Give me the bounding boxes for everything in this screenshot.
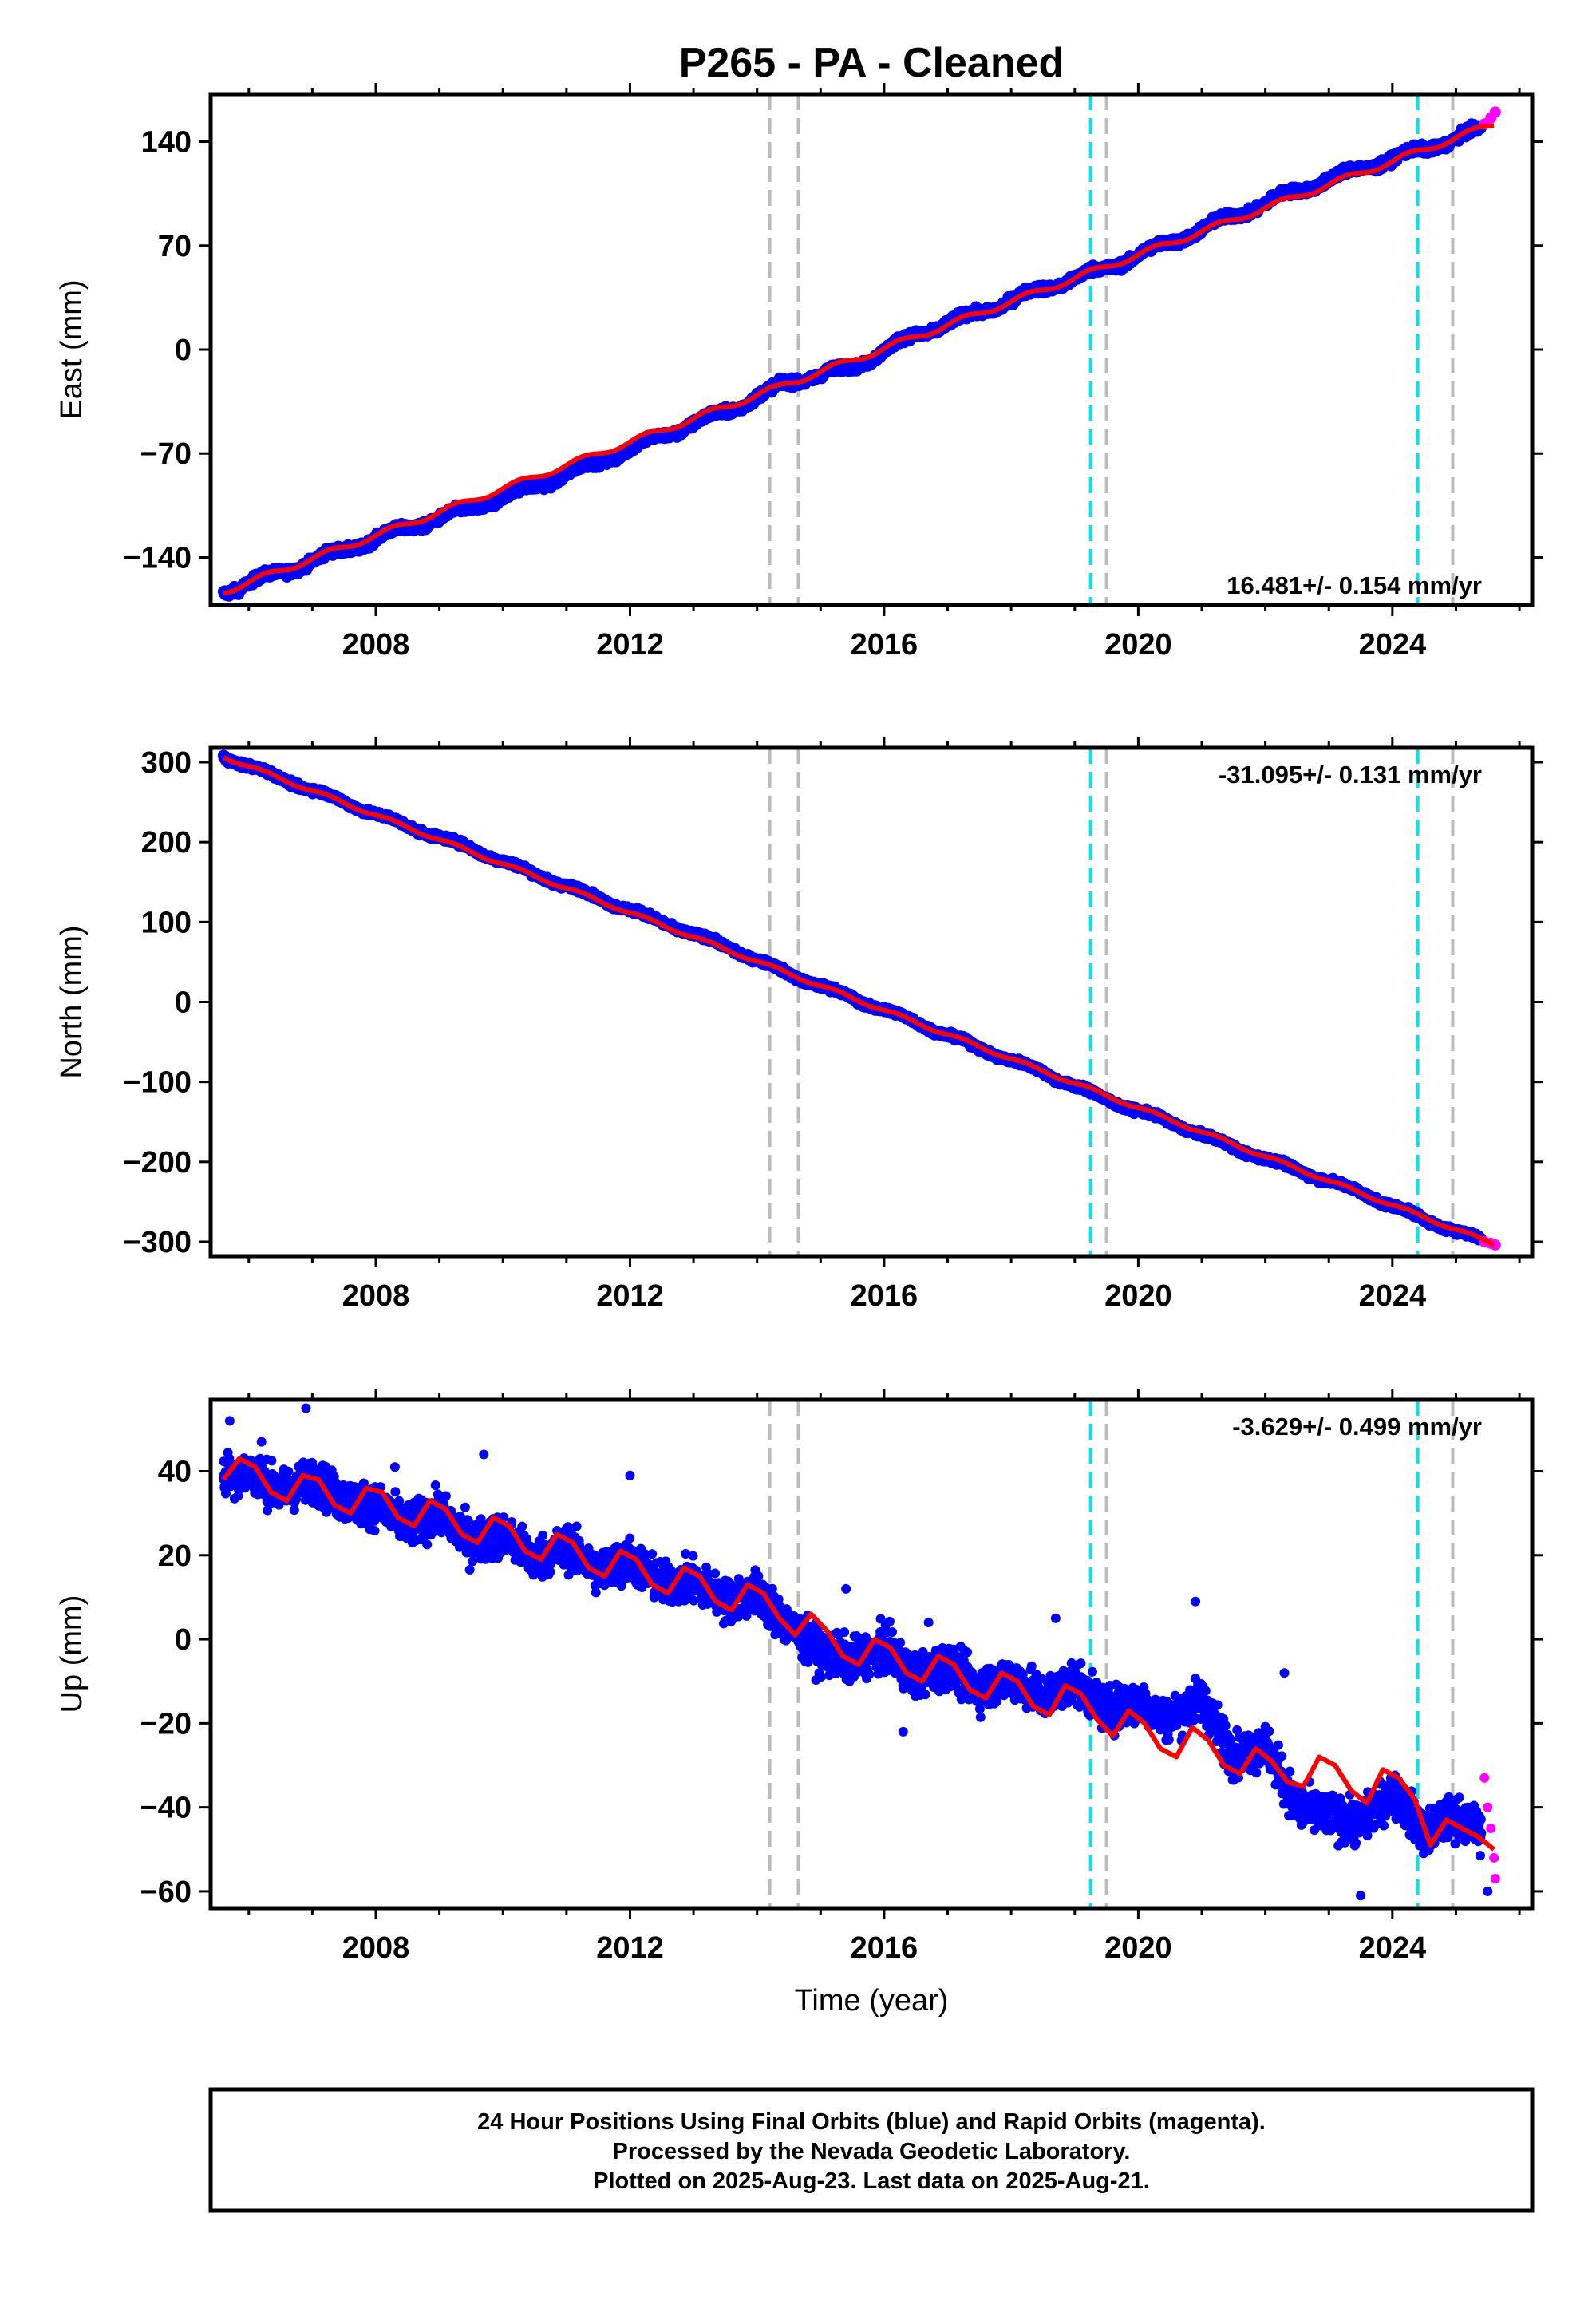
x-tick-label: 2016 [851,628,918,662]
model-fit-line [223,123,1495,596]
y-tick-label: 70 [158,230,192,263]
plot-area [217,94,1501,605]
x-tick-label: 2020 [1104,628,1172,662]
x-tick-label: 2008 [342,628,410,662]
velocity-label: 16.481+/- 0.154 mm/yr [1227,571,1482,599]
y-tick-label: 140 [141,126,192,160]
y-tick-label: −140 [123,541,192,575]
x-tick-label: 2024 [1359,628,1427,662]
y-axis-label: East (mm) [55,279,89,419]
y-tick-label: −70 [140,437,192,471]
east-panel: 2008 2012 2016 2020 2024 140 70 0 −70 −140 East (m… [55,83,1543,662]
north-panel: 2008 2012 2016 2020 20243002001000−100−200−3… [55,737,1543,1313]
plot-area [217,748,1501,1256]
y-tick-label: 0 [175,334,192,367]
x-tick-label: 2012 [596,628,664,662]
plot-title: P265 - PA - Cleaned [679,40,1065,86]
rapid-orbit-point [1489,106,1501,118]
